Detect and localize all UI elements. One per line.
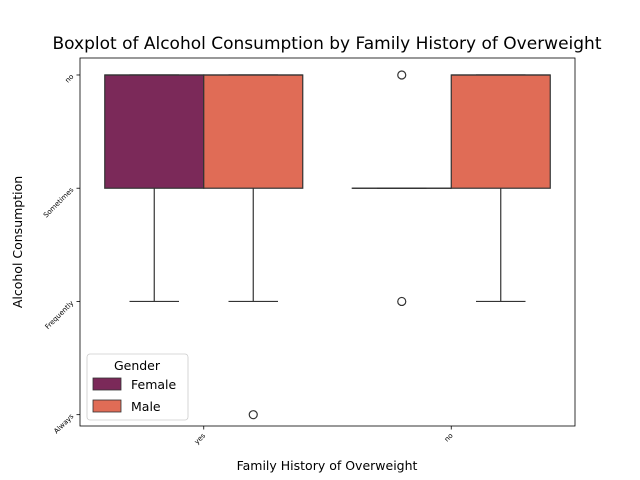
boxes xyxy=(104,70,551,420)
iqr-box xyxy=(203,74,304,189)
y-tick-label: Always xyxy=(52,412,75,435)
legend-label-female: Female xyxy=(131,377,177,392)
legend-title: Gender xyxy=(114,358,161,373)
iqr-box xyxy=(104,74,205,189)
x-tick-label: yes xyxy=(193,432,207,446)
legend: Gender Female Male xyxy=(86,353,189,421)
y-ticks: no Sometimes Frequently Always xyxy=(42,73,80,435)
legend-label-male: Male xyxy=(131,399,161,414)
chart-title: Boxplot of Alcohol Consumption by Family… xyxy=(52,34,601,54)
box-male-no xyxy=(450,74,551,303)
x-tick-label: no xyxy=(443,432,455,444)
y-axis-label: Alcohol Consumption xyxy=(10,176,25,308)
box-female-yes xyxy=(104,74,205,303)
legend-swatch-female xyxy=(92,377,122,391)
plot-area xyxy=(79,57,576,427)
y-tick-label: Sometimes xyxy=(42,186,76,220)
box-female-no xyxy=(351,70,452,307)
outlier-point xyxy=(397,296,407,307)
legend-swatch-male xyxy=(92,399,122,413)
y-tick-label: no xyxy=(64,73,76,85)
outlier-point xyxy=(397,70,407,80)
y-tick-label: Frequently xyxy=(44,299,76,331)
x-ticks: yes no xyxy=(193,426,455,446)
x-axis-label: Family History of Overweight xyxy=(237,458,418,473)
iqr-box xyxy=(450,74,551,189)
outlier-point xyxy=(248,410,258,420)
box-male-yes xyxy=(203,74,304,420)
